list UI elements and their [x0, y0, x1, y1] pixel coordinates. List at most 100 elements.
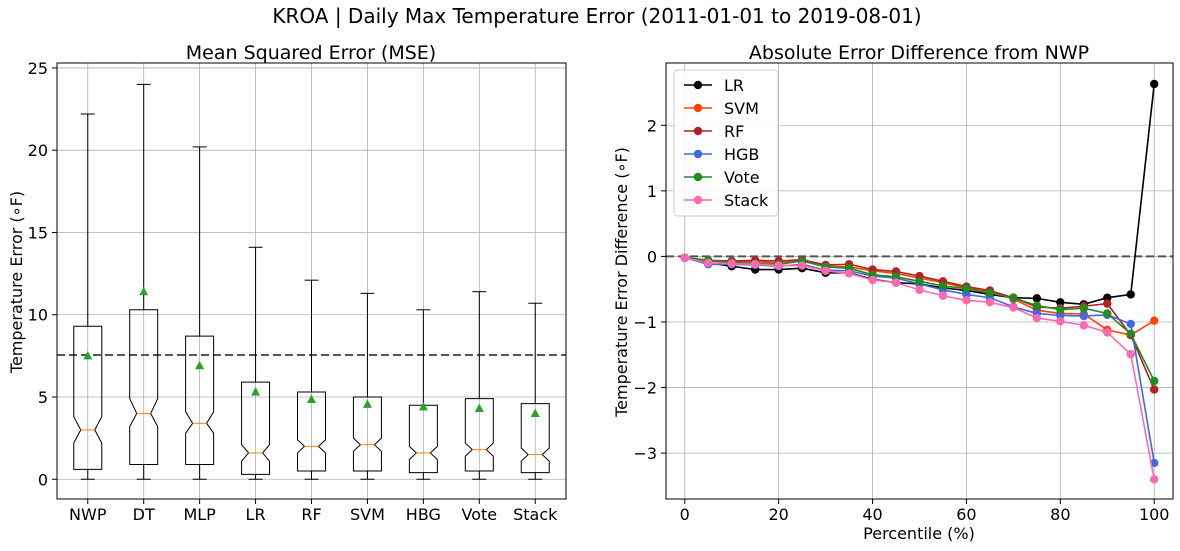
series-point-vote: [1126, 329, 1135, 338]
mean-marker: [474, 403, 484, 413]
mse-box-hbg: [408, 309, 438, 480]
series-point-vote: [915, 277, 924, 286]
diff-y-axis-label: Temperature Error Difference (∘F): [612, 147, 631, 418]
series-point-vote: [1056, 305, 1065, 314]
series-point-stack: [915, 285, 924, 295]
mse-box-dt: [129, 83, 159, 480]
series-point-vote: [1032, 301, 1042, 310]
series-point-vote: [1103, 309, 1112, 318]
mse-box-nwp: [73, 113, 103, 480]
box-body: [464, 398, 494, 472]
mse-ticks: 0 5 10 15 20 25 NWP DT MLP LR RF SVM HBG Vote Stack: [28, 59, 558, 524]
legend-marker-lr: [693, 80, 703, 90]
legend-marker-svm: [693, 103, 703, 113]
series-point-rf: [1150, 385, 1159, 394]
legend-label-hgb: HGB: [724, 145, 759, 164]
mse-x-tick-label: RF: [301, 505, 321, 524]
mse-x-tick-label: MLP: [183, 505, 216, 524]
mse-box-svm: [352, 292, 382, 480]
mse-grid: [57, 63, 566, 499]
mean-marker: [307, 394, 316, 403]
legend-label-lr: LR: [724, 76, 744, 95]
mean-marker: [418, 401, 428, 411]
diff-y-tick-label: −1: [633, 313, 657, 332]
legend-marker-stack: [693, 195, 703, 205]
series-point-stack: [985, 298, 995, 307]
legend-label-svm: SVM: [724, 99, 759, 118]
error-diff-panel: Absolute Error Difference from NWP Perce…: [612, 42, 1174, 543]
series-hgb: [680, 253, 1159, 468]
mse-x-tick-label: Vote: [461, 505, 497, 524]
legend-marker-rf: [693, 126, 703, 136]
series-point-stack: [797, 261, 807, 270]
box-body: [73, 325, 103, 470]
series-point-vote: [985, 288, 995, 298]
series-point-lr: [1103, 293, 1112, 302]
diff-plot-frame: [665, 62, 1174, 500]
series-point-vote: [891, 272, 901, 281]
mse-boxplot-panel: Mean Squared Error (MSE) Temperature Err…: [7, 42, 567, 524]
legend-marker-hgb: [693, 149, 703, 159]
diff-y-tick-label: 0: [647, 247, 657, 266]
mean-marker: [195, 360, 205, 370]
mse-panel-title: Mean Squared Error (MSE): [186, 42, 436, 64]
series-point-stack: [1032, 313, 1042, 323]
series-point-lr: [1150, 79, 1159, 89]
diff-ticks: 0 20 40 60 80 100 −3 −2 −1 0 1 2: [633, 116, 1169, 524]
mse-x-tick-label: HBG: [406, 505, 441, 524]
mse-y-tick-label: 10: [28, 306, 48, 325]
series-point-lr: [1126, 290, 1135, 299]
series-point-hgb: [1079, 311, 1089, 321]
series-point-stack: [844, 269, 854, 278]
box-body: [352, 396, 382, 472]
diff-y-tick-label: −2: [633, 379, 657, 398]
figure-title: KROA | Daily Max Temperature Error (2011…: [272, 4, 921, 28]
mse-y-tick-label: 0: [38, 470, 48, 489]
series-point-stack: [891, 278, 901, 287]
series-point-stack: [774, 261, 783, 270]
diff-y-tick-label: −3: [633, 444, 657, 463]
diff-series: [680, 79, 1159, 484]
series-point-vote: [938, 281, 948, 291]
mse-y-axis-label: Temperature Error (∘F): [7, 191, 26, 374]
legend-label-vote: Vote: [724, 168, 760, 187]
series-point-stack: [704, 258, 713, 268]
mse-box-rf: [297, 279, 326, 480]
mse-plot-frame: [56, 62, 567, 500]
mse-y-tick-label: 20: [28, 141, 48, 160]
mean-marker: [251, 387, 261, 396]
mse-box-stack: [520, 302, 550, 480]
series-point-stack: [1079, 321, 1089, 330]
mse-box-lr: [241, 246, 271, 480]
diff-x-tick-label: 60: [956, 505, 976, 524]
series-point-stack: [1150, 475, 1159, 484]
mse-x-tick-label: DT: [133, 505, 155, 524]
diff-x-axis-label: Percentile (%): [863, 524, 975, 543]
series-point-vote: [962, 284, 971, 293]
series-point-vote: [1009, 293, 1018, 302]
mse-x-tick-label: SVM: [350, 505, 385, 524]
box-body: [129, 309, 159, 465]
mse-x-tick-label: LR: [246, 505, 266, 524]
series-point-vote: [1079, 304, 1089, 313]
series-point-lr: [1032, 294, 1042, 303]
series-point-stack: [1009, 303, 1018, 312]
box-body: [297, 391, 326, 472]
diff-x-tick-label: 100: [1139, 505, 1170, 524]
diff-panel-title: Absolute Error Difference from NWP: [749, 42, 1089, 64]
series-point-stack: [1103, 328, 1112, 337]
diff-legend: LR SVM RF HGB Vote Stack: [673, 69, 779, 217]
box-body: [520, 403, 550, 474]
mse-boxes: [73, 83, 550, 480]
diff-x-tick-label: 20: [768, 505, 788, 524]
diff-x-tick-label: 0: [680, 505, 690, 524]
series-point-stack: [680, 253, 689, 262]
series-point-hgb: [1056, 311, 1065, 320]
mse-y-tick-label: 5: [38, 388, 48, 407]
diff-x-tick-label: 80: [1050, 505, 1070, 524]
mse-y-tick-label: 15: [28, 223, 48, 242]
series-point-rf: [1103, 299, 1112, 308]
series-point-hgb: [1126, 319, 1135, 329]
series-point-stack: [727, 259, 736, 268]
